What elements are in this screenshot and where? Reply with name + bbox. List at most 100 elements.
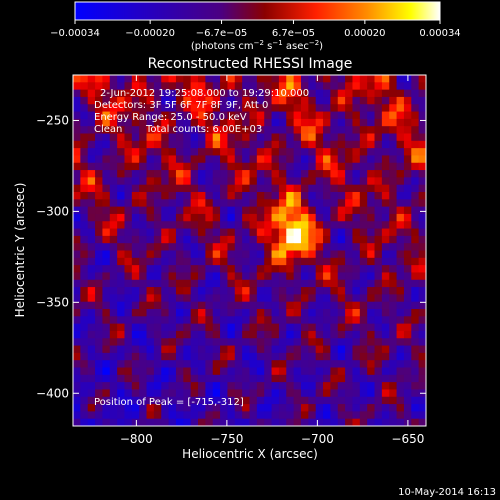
heatmap-cell <box>242 243 250 251</box>
heatmap-cell <box>345 162 353 171</box>
heatmap-cell <box>352 338 361 346</box>
heatmap-cell <box>330 199 339 208</box>
heatmap-cell <box>278 104 287 112</box>
heatmap-cell <box>234 221 243 229</box>
heatmap-cell <box>161 345 169 354</box>
heatmap-cell <box>374 309 383 317</box>
heatmap-cell <box>205 257 214 266</box>
heatmap-cell <box>323 243 331 251</box>
heatmap-cell <box>198 352 206 361</box>
heatmap-cell <box>411 126 420 134</box>
heatmap-cell <box>389 389 397 398</box>
heatmap-cell <box>234 360 243 368</box>
heatmap-cell <box>403 338 412 346</box>
x-tick-label: −650 <box>391 432 424 446</box>
heatmap-cell <box>286 250 295 259</box>
heatmap-cell <box>337 82 346 91</box>
heatmap-cell <box>359 382 368 390</box>
heatmap-cell <box>146 279 155 288</box>
heatmap-cell <box>131 294 140 303</box>
heatmap-cell <box>87 184 96 193</box>
heatmap-cell <box>109 126 118 134</box>
heatmap-cell <box>139 279 147 288</box>
heatmap-cell <box>242 104 250 112</box>
heatmap-cell <box>124 404 133 412</box>
heatmap-cell <box>242 162 250 171</box>
heatmap-cell <box>220 89 228 98</box>
heatmap-cell <box>227 199 236 208</box>
heatmap-cell <box>389 330 397 339</box>
heatmap-cell <box>73 338 81 346</box>
heatmap-cell <box>205 82 214 91</box>
heatmap-cell <box>293 140 302 149</box>
heatmap-cell <box>389 287 397 295</box>
heatmap-cell <box>131 89 140 98</box>
heatmap-cell <box>345 75 353 83</box>
heatmap-cell <box>345 250 353 259</box>
heatmap-cell <box>308 411 317 420</box>
heatmap-cell <box>293 404 302 412</box>
heatmap-cell <box>411 192 420 200</box>
heatmap-cell <box>278 162 287 171</box>
heatmap-cell <box>345 411 353 420</box>
heatmap-cell <box>271 345 280 354</box>
heatmap-cell <box>315 192 324 200</box>
heatmap-cell <box>227 213 236 222</box>
heatmap-cell <box>234 155 243 164</box>
heatmap-cell <box>95 170 103 178</box>
heatmap-cell <box>411 75 420 83</box>
heatmap-cell <box>389 228 397 237</box>
heatmap-cell <box>190 279 199 288</box>
heatmap-cell <box>242 213 250 222</box>
heatmap-cell <box>381 279 390 288</box>
heatmap-cell <box>146 126 155 134</box>
heatmap-cell <box>345 294 353 303</box>
heatmap-cell <box>102 192 111 200</box>
heatmap-cell <box>234 404 243 412</box>
heatmap-cell <box>175 96 184 105</box>
heatmap-cell <box>227 389 236 398</box>
heatmap-cell <box>359 82 368 91</box>
heatmap-cell <box>168 111 177 120</box>
heatmap-cell <box>278 272 287 281</box>
heatmap-cell <box>278 287 287 295</box>
heatmap-cell <box>403 396 412 405</box>
heatmap-cell <box>256 199 265 208</box>
heatmap-cell <box>264 162 272 171</box>
heatmap-cell <box>205 155 214 164</box>
heatmap-cell <box>345 199 353 208</box>
heatmap-cell <box>293 265 302 273</box>
heatmap-cell <box>352 301 361 310</box>
heatmap-cell <box>278 279 287 288</box>
heatmap-cell <box>227 323 236 332</box>
heatmap-cell <box>381 213 390 222</box>
heatmap-cell <box>396 89 405 98</box>
heatmap-cell <box>220 213 228 222</box>
heatmap-cell <box>153 133 162 142</box>
heatmap-cell <box>124 184 133 193</box>
heatmap-cell <box>124 235 133 244</box>
heatmap-cell <box>264 250 272 259</box>
heatmap-cell <box>212 111 221 120</box>
heatmap-cell <box>220 382 228 390</box>
heatmap-cell <box>198 272 206 281</box>
heatmap-cell <box>293 389 302 398</box>
heatmap-cell <box>146 338 155 346</box>
heatmap-cell <box>234 257 243 266</box>
heatmap-cell <box>345 228 353 237</box>
heatmap-cell <box>352 235 361 244</box>
heatmap-cell <box>102 89 111 98</box>
heatmap-cell <box>168 316 177 325</box>
heatmap-cell <box>124 316 133 325</box>
heatmap-cell <box>190 257 199 266</box>
heatmap-cell <box>359 206 368 215</box>
heatmap-cell <box>102 404 111 412</box>
heatmap-cell <box>308 389 317 398</box>
heatmap-cell <box>80 104 89 112</box>
heatmap-cell <box>352 184 361 193</box>
heatmap-cell <box>315 323 324 332</box>
heatmap-cell <box>271 133 280 142</box>
heatmap-cell <box>278 257 287 266</box>
heatmap-cell <box>249 96 258 105</box>
heatmap-cell <box>352 118 361 127</box>
